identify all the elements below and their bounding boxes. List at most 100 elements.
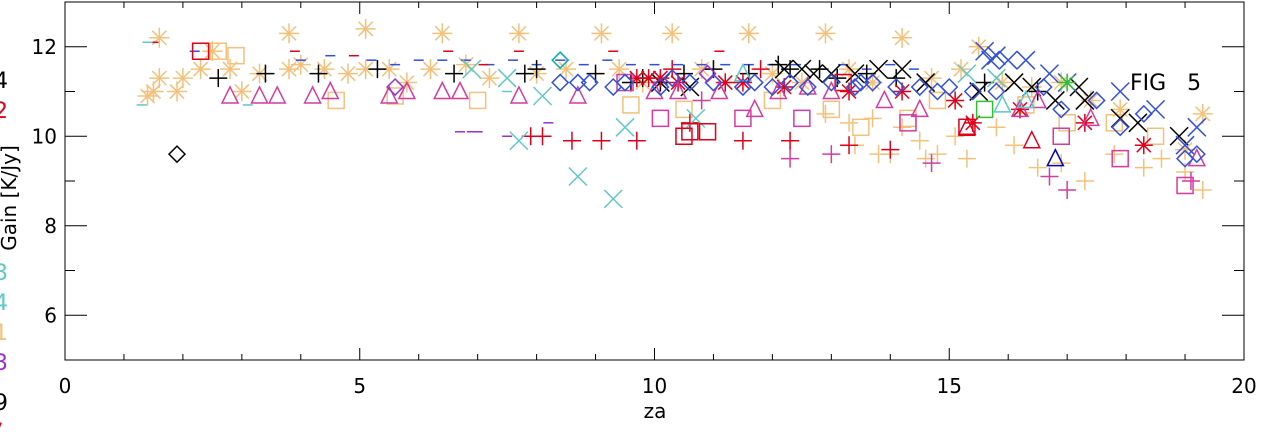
data-point-star <box>968 36 989 57</box>
data-point-plus <box>515 64 534 83</box>
data-point-x <box>1045 90 1065 110</box>
data-point-square <box>227 46 245 65</box>
data-point-triangle <box>769 80 788 100</box>
data-point-star <box>314 59 335 80</box>
data-point-triangle <box>822 80 841 100</box>
data-point-x <box>1110 81 1130 102</box>
data-point-x <box>892 59 912 79</box>
data-point-plus <box>1152 149 1171 168</box>
data-point-square <box>675 127 693 145</box>
data-point-plus <box>692 91 711 110</box>
data-point-triangle <box>380 85 399 104</box>
data-point-star <box>137 85 158 106</box>
data-point-square <box>928 91 947 110</box>
data-point-x <box>1128 113 1148 133</box>
data-point-square <box>209 42 228 60</box>
data-point-asterisk <box>1010 100 1029 119</box>
data-point-plus <box>840 113 859 132</box>
data-point-star <box>892 27 913 48</box>
data-point-square <box>468 91 487 110</box>
legend-fragment: 3 <box>0 261 8 286</box>
data-point-square <box>1146 127 1165 145</box>
data-point-star <box>279 23 300 44</box>
data-point-plus <box>893 118 912 137</box>
data-point-square <box>1052 127 1071 145</box>
data-point-x <box>975 41 995 61</box>
data-point-star <box>190 59 211 80</box>
data-point-square <box>1176 176 1194 195</box>
data-point-plus <box>822 145 841 164</box>
x-tick-label: 5 <box>353 374 366 398</box>
data-point-diamond <box>551 51 570 70</box>
data-point-star <box>420 59 441 80</box>
data-point-square <box>975 100 994 119</box>
data-point-triangle <box>1016 89 1036 109</box>
data-point-x <box>1075 90 1095 110</box>
data-point-plus <box>1028 158 1047 177</box>
data-point-diamond <box>851 73 870 92</box>
data-point-star <box>172 68 193 89</box>
data-point-triangle <box>645 80 664 100</box>
data-point-plus <box>1058 180 1077 199</box>
data-point-plus <box>910 131 929 150</box>
data-point-star <box>220 59 241 80</box>
data-point-star <box>591 23 612 44</box>
data-point-triangle <box>220 85 240 104</box>
data-point-triangle <box>268 85 287 104</box>
data-point-diamond <box>615 73 635 92</box>
data-point-diamond <box>928 82 947 101</box>
data-point-plus <box>368 60 387 79</box>
data-point-diamond <box>651 77 670 97</box>
data-point-triangle <box>1010 98 1030 118</box>
data-point-square <box>822 100 841 119</box>
data-point-square <box>1058 114 1076 132</box>
data-point-plus <box>733 131 752 150</box>
data-point-star <box>290 54 311 75</box>
data-point-asterisk <box>1058 73 1077 92</box>
x-tick-label: 15 <box>937 374 962 398</box>
data-point-plus <box>781 149 800 168</box>
data-point-diamond <box>1187 145 1206 164</box>
data-point-plus <box>1193 180 1212 199</box>
data-point-plus <box>881 140 900 159</box>
data-point-diamond <box>822 73 841 92</box>
data-point-diamond <box>845 77 864 97</box>
data-point-star <box>479 68 500 89</box>
data-point-plus <box>957 149 976 168</box>
data-point-plus <box>562 131 581 150</box>
data-point-plus <box>751 60 770 79</box>
data-point-star <box>951 59 972 80</box>
x-tick-label: 0 <box>59 374 72 398</box>
x-tick-label: 20 <box>1231 374 1256 398</box>
data-point-x <box>1187 117 1207 137</box>
legend-fragment: 9 <box>0 391 8 416</box>
data-point-x <box>957 64 977 84</box>
data-point-diamond <box>863 73 882 92</box>
data-point-diamond <box>798 77 817 97</box>
y-tick-label: 8 <box>44 214 57 238</box>
legend-fragment: 2 <box>0 99 8 124</box>
data-point-square <box>899 114 917 132</box>
data-point-triangle <box>397 80 417 100</box>
data-point-square <box>698 123 717 141</box>
data-point-plus <box>527 60 546 79</box>
data-point-star <box>202 41 223 62</box>
data-point-x <box>509 131 529 151</box>
data-point-x <box>568 166 588 187</box>
data-point-diamond <box>1052 100 1071 119</box>
data-point-square <box>1105 114 1124 132</box>
data-point-diamond <box>940 77 959 97</box>
data-point-star <box>149 68 170 89</box>
data-point-plus <box>1075 172 1094 190</box>
data-point-square <box>734 109 752 128</box>
data-point-plus <box>987 118 1006 137</box>
data-point-diamond <box>1087 91 1106 110</box>
data-point-diamond <box>680 73 699 92</box>
data-point-square <box>1111 149 1129 168</box>
data-point-plus <box>680 113 699 132</box>
data-point-x <box>980 50 1001 70</box>
data-point-diamond <box>580 73 599 92</box>
data-point-plus <box>256 64 275 83</box>
data-point-x <box>462 59 482 79</box>
data-point-x <box>986 46 1006 66</box>
